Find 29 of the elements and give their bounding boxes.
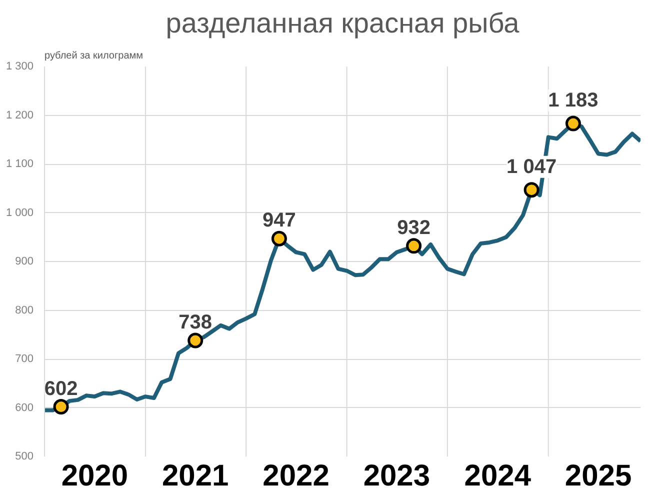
- x-tick-label: 2020: [61, 460, 128, 492]
- y-tick-label: 1 200: [6, 109, 34, 122]
- point: [524, 182, 540, 198]
- data-label: 602: [44, 378, 78, 400]
- point: [53, 399, 69, 415]
- data-label: 947: [262, 210, 296, 232]
- point: [406, 238, 422, 254]
- data-label: 1 183: [548, 90, 598, 112]
- data-label: 932: [397, 216, 430, 239]
- x-tick-label: 2021: [162, 460, 229, 492]
- y-tick-label: 900: [15, 256, 34, 268]
- y-tick-label: 600: [15, 402, 34, 414]
- data-label: 738: [178, 311, 212, 334]
- data-label: 1 047: [506, 156, 557, 178]
- point: [188, 332, 204, 348]
- x-tick-label: 2022: [262, 460, 330, 492]
- chart-title: разделанная красная рыба: [166, 8, 520, 38]
- x-tick-label: 2025: [564, 460, 632, 492]
- x-tick-label: 2023: [363, 460, 430, 492]
- y-tick-label: 1 000: [6, 206, 34, 219]
- y-tick-label: 800: [15, 304, 34, 316]
- point: [565, 116, 581, 132]
- y-tick-label: 700: [15, 353, 34, 365]
- y-tick-label: 1 300: [6, 60, 34, 72]
- point: [271, 230, 287, 246]
- y-tick-label: 500: [15, 450, 34, 462]
- x-tick-label: 2024: [464, 460, 532, 492]
- y-axis-title: рублей за килограмм: [44, 50, 144, 62]
- y-tick-label: 1 100: [6, 158, 34, 170]
